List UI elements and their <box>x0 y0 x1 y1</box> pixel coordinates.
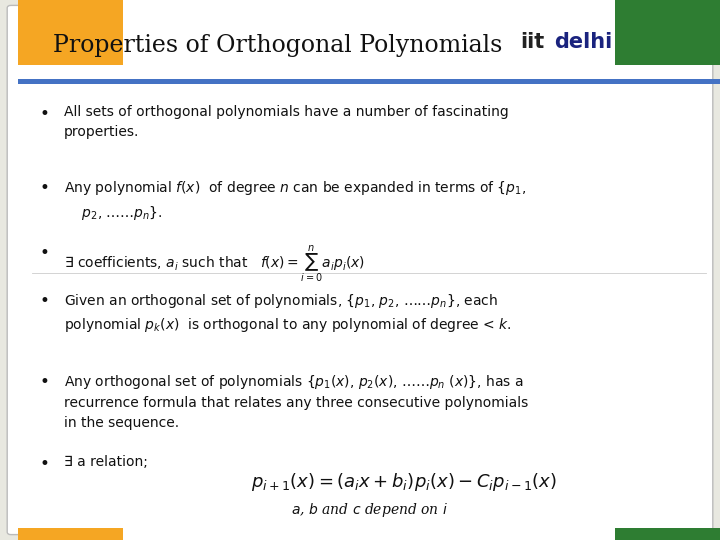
Bar <box>18 0 124 65</box>
Text: •: • <box>40 105 49 123</box>
Text: •: • <box>40 373 49 390</box>
Bar <box>18 528 124 540</box>
Text: iit: iit <box>520 32 544 52</box>
Text: Properties of Orthogonal Polynomials: Properties of Orthogonal Polynomials <box>53 35 503 57</box>
Bar <box>124 528 615 540</box>
Text: Given an orthogonal set of polynomials, {$p_1$, $p_2$, ……$p_n$}, each
polynomial: Given an orthogonal set of polynomials, … <box>64 292 512 334</box>
Text: delhi: delhi <box>554 32 612 52</box>
Bar <box>124 0 615 65</box>
Text: $p_{i+1}(x)= (a_i x+b_i)p_i(x)-C_i p_{i-1}(x)$: $p_{i+1}(x)= (a_i x+b_i)p_i(x)-C_i p_{i-… <box>251 471 557 493</box>
Text: •: • <box>40 244 49 262</box>
Text: ∃ coefficients, $a_i$ such that   $f(x)=\sum_{i=0}^{n} a_i p_i(x)$: ∃ coefficients, $a_i$ such that $f(x)=\s… <box>64 244 365 285</box>
Text: Any orthogonal set of polynomials {$p_1(x)$, $p_2(x)$, ……$p_n$ $(x)$}, has a
rec: Any orthogonal set of polynomials {$p_1(… <box>64 373 528 430</box>
Text: •: • <box>40 292 49 309</box>
Text: Any polynomial $f(x)$  of degree $n$ can be expanded in terms of {$p_1$,
    $p_: Any polynomial $f(x)$ of degree $n$ can … <box>64 179 526 222</box>
Text: •: • <box>40 455 49 472</box>
Bar <box>615 528 720 540</box>
Text: ∃ a relation;: ∃ a relation; <box>64 455 148 469</box>
Text: $a$, $b$ and $c$ depend on $i$: $a$, $b$ and $c$ depend on $i$ <box>291 502 448 519</box>
Bar <box>18 79 720 84</box>
Text: All sets of orthogonal polynomials have a number of fascinating
properties.: All sets of orthogonal polynomials have … <box>64 105 508 139</box>
Text: •: • <box>40 179 49 197</box>
Bar <box>615 0 720 65</box>
